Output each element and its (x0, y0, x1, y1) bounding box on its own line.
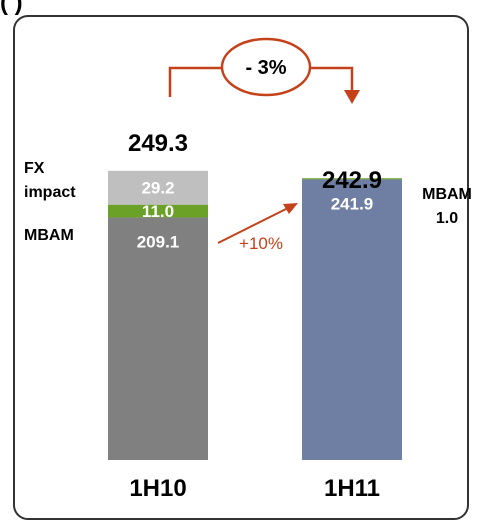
growth-label: +10% (239, 234, 283, 253)
segment-label-1h10-fx: 29.2 (141, 179, 174, 198)
header-fragment: ( ) (0, 0, 23, 16)
legend-mbam-right-value: 1.0 (436, 210, 458, 227)
legend-mbam-right: MBAM (422, 186, 472, 203)
bar-1h11-mbam (302, 178, 402, 180)
bar-1h11-base (302, 179, 402, 460)
bar-1h10-base (108, 217, 208, 460)
category-label-1h10: 1H10 (129, 475, 186, 502)
legend-fx-line1: FX (24, 160, 45, 177)
legend-mbam-left: MBAM (24, 227, 74, 244)
total-label-1h10: 249.3 (128, 130, 188, 157)
total-label-1h11: 242.9 (322, 167, 382, 194)
bar-1h10-mbam (108, 204, 208, 218)
chart-frame (13, 15, 469, 520)
category-label-1h11: 1H11 (324, 475, 380, 502)
bar-1h10-fx (108, 170, 208, 205)
growth-arrow-line (217, 207, 289, 244)
segment-label-1h10-mbam: 11.0 (142, 202, 174, 221)
bars: 209.1 11.0 29.2 241.9 (108, 170, 402, 460)
legend-fx-line2: impact (24, 184, 76, 201)
segment-label-1h11-base: 241.9 (331, 194, 374, 213)
change-arrowhead-icon (344, 90, 360, 104)
growth-arrowhead-icon (283, 203, 298, 214)
segment-label-1h10-base: 209.1 (137, 232, 180, 251)
change-label: - 3% (245, 57, 286, 79)
change-oval (220, 37, 312, 97)
